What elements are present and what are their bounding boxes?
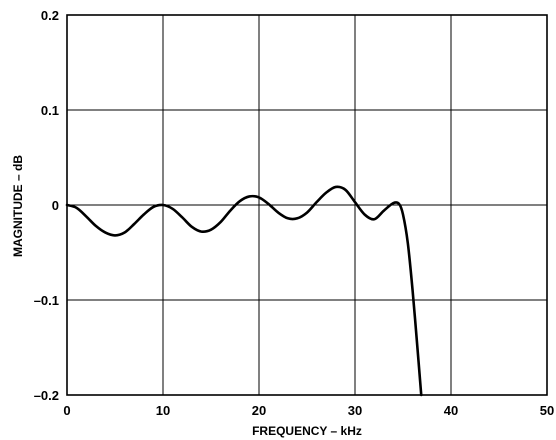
series-layer [65, 185, 423, 397]
y-tick-label-1: –0.1 [34, 293, 59, 308]
tick-labels: 0 10 20 30 40 50 –0.2 –0.1 0 0.1 0.2 [34, 8, 555, 418]
grid-lines [66, 14, 548, 396]
plot-frame [66, 14, 548, 396]
x-axis-label: FREQUENCY – kHz [252, 424, 362, 438]
x-tick-label-0: 0 [63, 403, 70, 418]
x-tick-label-40: 40 [444, 403, 458, 418]
y-tick-label-2: 0 [52, 198, 59, 213]
y-tick-label-4: 0.2 [41, 8, 59, 23]
x-tick-label-20: 20 [252, 403, 266, 418]
x-tick-label-10: 10 [156, 403, 170, 418]
x-tick-label-30: 30 [348, 403, 362, 418]
series-line-0 [65, 185, 423, 397]
y-tick-label-3: 0.1 [41, 103, 59, 118]
y-tick-label-0: –0.2 [34, 388, 59, 403]
x-tick-label-50: 50 [540, 403, 554, 418]
y-axis-label: MAGNITUDE – dB [11, 155, 25, 257]
